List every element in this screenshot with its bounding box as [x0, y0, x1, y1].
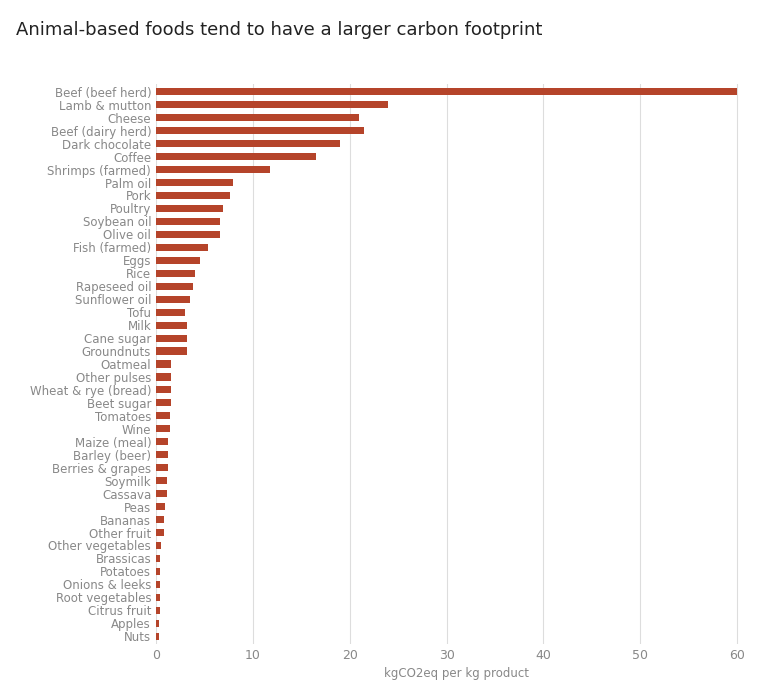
Bar [156, 114, 360, 121]
Bar [156, 477, 167, 484]
Bar [156, 503, 165, 510]
Bar [156, 490, 167, 497]
Bar [156, 192, 229, 199]
Bar [156, 373, 172, 381]
Bar [156, 283, 193, 290]
Bar [156, 321, 187, 329]
Bar [156, 270, 195, 276]
Bar [156, 218, 220, 225]
Bar [156, 347, 187, 355]
Bar [156, 88, 737, 95]
Bar [156, 620, 159, 626]
Bar [156, 335, 187, 342]
Bar [156, 607, 160, 614]
Bar [156, 179, 233, 186]
Bar [156, 542, 161, 549]
Bar [156, 516, 165, 523]
Bar [156, 633, 158, 640]
Bar [156, 231, 220, 238]
Bar [156, 555, 161, 562]
Bar [156, 568, 161, 575]
Bar [156, 426, 169, 433]
Bar [156, 438, 168, 445]
Bar [156, 295, 190, 302]
Bar [156, 257, 200, 264]
Bar [156, 166, 271, 173]
Text: Animal-based foods tend to have a larger carbon footprint: Animal-based foods tend to have a larger… [16, 21, 542, 39]
Bar [156, 205, 223, 212]
Bar [156, 140, 340, 147]
Bar [156, 102, 388, 108]
Bar [156, 581, 160, 588]
Bar [156, 386, 172, 393]
Bar [156, 452, 168, 458]
Bar [156, 464, 168, 471]
Bar [156, 309, 185, 316]
Bar [156, 594, 160, 601]
Bar [156, 529, 165, 536]
Bar [156, 127, 364, 134]
X-axis label: kgCO2eq per kg product: kgCO2eq per kg product [384, 667, 529, 680]
Bar [156, 244, 208, 251]
Bar [156, 412, 169, 419]
Bar [156, 360, 172, 368]
Bar [156, 153, 316, 160]
Bar [156, 399, 172, 407]
